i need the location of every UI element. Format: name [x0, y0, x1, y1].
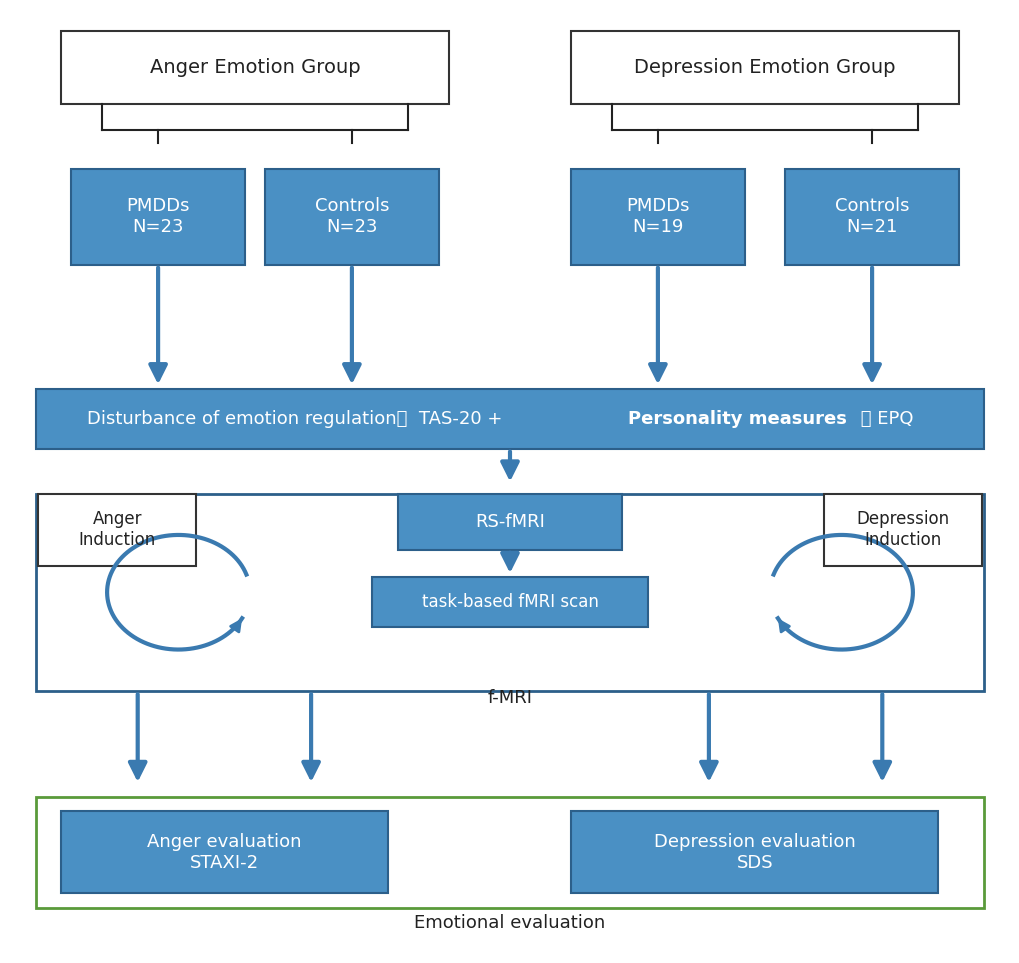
Text: Depression
Induction: Depression Induction: [855, 510, 949, 549]
FancyBboxPatch shape: [823, 493, 981, 565]
Text: RS-fMRI: RS-fMRI: [475, 513, 544, 531]
Text: Anger
Induction: Anger Induction: [78, 510, 156, 549]
Text: Emotional evaluation: Emotional evaluation: [414, 914, 605, 931]
FancyBboxPatch shape: [36, 389, 983, 449]
Text: Depression evaluation
SDS: Depression evaluation SDS: [653, 833, 855, 872]
FancyBboxPatch shape: [39, 493, 197, 565]
FancyBboxPatch shape: [61, 31, 448, 103]
FancyBboxPatch shape: [372, 577, 647, 627]
Text: Anger evaluation
STAXI-2: Anger evaluation STAXI-2: [147, 833, 302, 872]
FancyBboxPatch shape: [571, 811, 937, 894]
FancyBboxPatch shape: [397, 494, 622, 550]
Text: Controls
N=21: Controls N=21: [834, 197, 909, 236]
FancyBboxPatch shape: [71, 169, 245, 265]
FancyBboxPatch shape: [61, 811, 387, 894]
FancyBboxPatch shape: [36, 796, 983, 907]
Text: Depression Emotion Group: Depression Emotion Group: [634, 58, 895, 77]
Text: ： EPQ: ： EPQ: [854, 410, 912, 428]
FancyBboxPatch shape: [571, 169, 744, 265]
Text: task-based fMRI scan: task-based fMRI scan: [421, 593, 598, 611]
FancyBboxPatch shape: [571, 31, 958, 103]
Text: Personality measures: Personality measures: [628, 410, 847, 428]
Text: Controls
N=23: Controls N=23: [314, 197, 389, 236]
Text: PMDDs
N=23: PMDDs N=23: [126, 197, 190, 236]
Text: Anger Emotion Group: Anger Emotion Group: [150, 58, 360, 77]
Text: PMDDs
N=19: PMDDs N=19: [626, 197, 689, 236]
Text: f-MRI: f-MRI: [487, 690, 532, 707]
FancyBboxPatch shape: [36, 493, 983, 690]
FancyBboxPatch shape: [785, 169, 958, 265]
Text: Disturbance of emotion regulation：  TAS-20 +: Disturbance of emotion regulation： TAS-2…: [87, 410, 501, 428]
FancyBboxPatch shape: [265, 169, 438, 265]
